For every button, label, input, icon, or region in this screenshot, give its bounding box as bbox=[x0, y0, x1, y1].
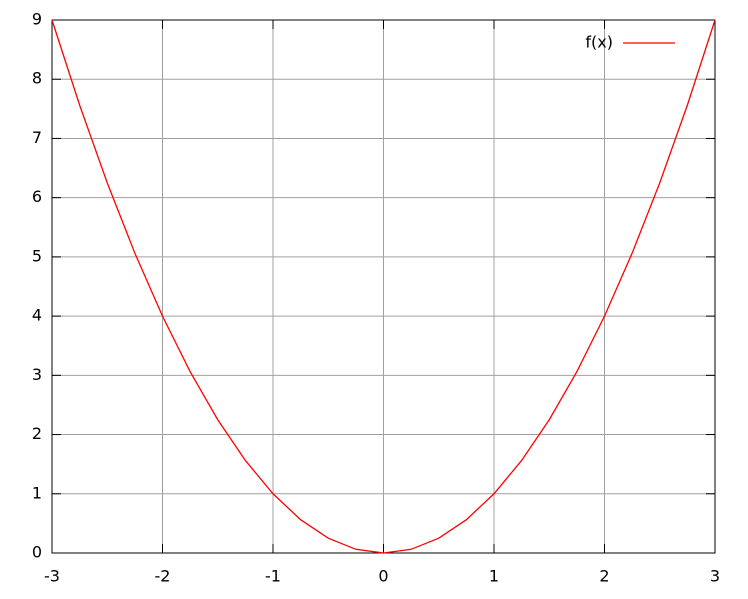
x-tick-label: 0 bbox=[378, 567, 388, 586]
line bbox=[51, 19, 716, 554]
legend-label: f(x) bbox=[585, 33, 613, 52]
x-tick-label: -1 bbox=[265, 567, 281, 586]
x-tick-label: 1 bbox=[489, 567, 499, 586]
y-tick-label: 9 bbox=[32, 10, 42, 29]
x-tick-label: -3 bbox=[44, 567, 60, 586]
y-tick-label: 0 bbox=[32, 543, 42, 562]
y-tick-label: 1 bbox=[32, 483, 42, 502]
y-tick-label: 7 bbox=[32, 128, 42, 147]
y-tick-label: 8 bbox=[32, 69, 42, 88]
x-tick-label: -2 bbox=[155, 567, 171, 586]
y-tick-label: 5 bbox=[32, 246, 42, 265]
x-tick-label: 3 bbox=[710, 567, 720, 586]
x-tick-label: 2 bbox=[599, 567, 609, 586]
y-tick-label: 4 bbox=[32, 306, 42, 325]
y-tick-label: 2 bbox=[32, 424, 42, 443]
y-tick-label: 6 bbox=[32, 187, 42, 206]
y-tick-label: 3 bbox=[32, 365, 42, 384]
